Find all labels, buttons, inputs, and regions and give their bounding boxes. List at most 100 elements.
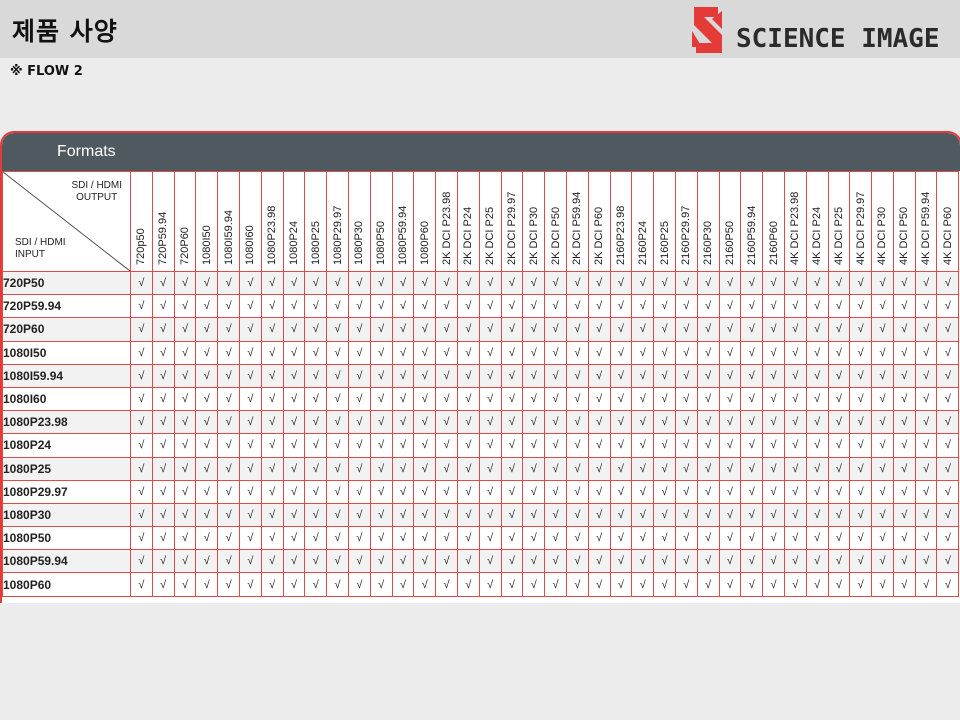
check-mark-cell: √ [740,479,764,504]
check-mark-cell: √ [500,433,524,458]
check-mark-cell: √ [653,479,676,504]
check-mark-cell: √ [326,502,349,528]
check-mark-cell: √ [674,479,698,504]
check-mark-cell: √ [151,386,175,412]
check-mark-cell: √ [718,572,742,597]
check-mark-cell: √ [195,270,219,296]
check-mark-cell: √ [696,456,720,481]
column-header: 1080I59.94 [217,171,240,272]
check-mark-cell: √ [871,386,894,412]
check-mark-cell: √ [827,479,851,504]
check-mark-cell: √ [456,270,480,296]
check-mark-cell: √ [238,363,262,388]
check-mark-cell: √ [326,572,349,597]
check-mark-cell: √ [565,270,589,296]
check-mark-cell: √ [369,549,393,574]
check-mark-cell: √ [347,479,371,504]
check-mark-cell: √ [609,572,633,597]
column-header: 1080P24 [282,171,306,272]
check-mark-cell: √ [326,526,349,551]
check-mark-cell: √ [762,363,785,388]
check-mark-cell: √ [456,433,480,458]
check-mark-cell: √ [151,433,175,458]
check-mark-cell: √ [740,502,764,528]
check-mark-cell: √ [565,340,589,365]
check-mark-cell: √ [762,456,785,481]
check-mark-cell: √ [522,572,546,597]
check-mark-cell: √ [217,479,240,504]
check-mark-cell: √ [391,526,415,551]
column-header: 1080P30 [347,171,371,272]
column-header-label: 2160P59.94 [745,205,758,265]
check-mark-cell: √ [805,502,829,528]
check-mark-cell: √ [347,410,371,435]
check-mark-cell: √ [827,549,851,574]
check-mark-cell: √ [282,502,306,528]
check-mark-cell: √ [478,549,502,574]
check-mark-cell: √ [217,502,240,528]
check-mark-cell: √ [871,572,894,597]
column-header: 2160P24 [631,171,655,272]
check-mark-cell: √ [674,340,698,365]
row-label: 1080P60 [2,572,131,597]
table-row: 1080P59.94 √ √ √ √ √ √ √ √ √ √ √ √ √ √ √ √ √ √ √ √ √ √ √ √ √ √ √ √ √ √… [2,549,960,574]
check-mark-cell: √ [740,549,764,574]
check-mark-cell: √ [696,340,720,365]
check-mark-cell: √ [195,549,219,574]
check-mark-cell: √ [783,270,807,296]
check-mark-cell: √ [413,526,437,551]
table-row: 1080P24 √ √ √ √ √ √ √ √ √ √ √ √ √ √ √ √ √ √ √ √ √ √ √ √ √ √ √ √ √ √ √ √ √… [2,433,960,458]
check-mark-cell: √ [892,456,916,481]
check-mark-cell: √ [326,410,349,435]
check-mark-cell: √ [849,363,873,388]
check-mark-cell: √ [260,572,284,597]
check-mark-cell: √ [195,526,219,551]
check-mark-cell: √ [369,433,393,458]
check-mark-cell: √ [914,526,938,551]
check-mark-cell: √ [326,549,349,574]
check-mark-cell: √ [151,456,175,481]
check-mark-cell: √ [435,549,458,574]
check-mark-cell: √ [456,294,480,319]
check-mark-cell: √ [435,479,458,504]
check-mark-cell: √ [217,294,240,319]
check-mark-cell: √ [740,456,764,481]
check-mark-cell: √ [827,317,851,342]
column-header-label: 1080I60 [244,225,257,265]
check-mark-cell: √ [522,340,546,365]
row-label: 1080P50 [2,526,131,551]
check-mark-cell: √ [435,317,458,342]
check-mark-cell: √ [282,270,306,296]
check-mark-cell: √ [653,456,676,481]
check-mark-cell: √ [783,479,807,504]
check-mark-cell: √ [282,456,306,481]
check-mark-cell: √ [892,270,916,296]
check-mark-cell: √ [544,572,567,597]
check-mark-cell: √ [500,549,524,574]
check-mark-cell: √ [696,317,720,342]
column-header-label: 2K DCI P50 [549,206,562,265]
column-header: 2K DCI P60 [587,171,611,272]
check-mark-cell: √ [609,340,633,365]
check-mark-cell: √ [849,317,873,342]
check-mark-cell: √ [544,410,567,435]
table-row: 720P59.94 √ √ √ √ √ √ √ √ √ √ √ √ √ √ √ √ √ √ √ √ √ √ √ √ √ √ √ √ √ √ √… [2,294,960,319]
check-mark-cell: √ [696,433,720,458]
check-mark-cell: √ [282,363,306,388]
check-mark-cell: √ [195,410,219,435]
check-mark-cell: √ [631,479,655,504]
check-mark-cell: √ [631,294,655,319]
check-mark-cell: √ [326,363,349,388]
table-row: 1080P50 √ √ √ √ √ √ √ √ √ √ √ √ √ √ √ √ √ √ √ √ √ √ √ √ √ √ √ √ √ √ √ √ √… [2,526,960,551]
check-mark-cell: √ [892,433,916,458]
check-mark-cell: √ [260,456,284,481]
check-mark-cell: √ [369,294,393,319]
check-mark-cell: √ [304,456,328,481]
check-mark-cell: √ [413,410,437,435]
check-mark-cell: √ [522,317,546,342]
check-mark-cell: √ [740,410,764,435]
check-mark-cell: √ [892,317,916,342]
check-mark-cell: √ [936,363,960,388]
check-mark-cell: √ [587,270,611,296]
check-mark-cell: √ [892,410,916,435]
